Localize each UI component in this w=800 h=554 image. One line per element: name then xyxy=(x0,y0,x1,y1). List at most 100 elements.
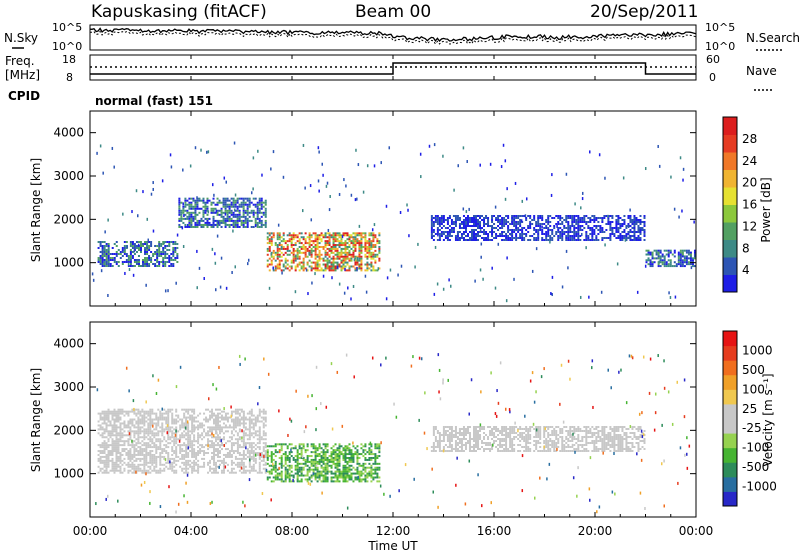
power-echo-cell xyxy=(472,217,475,219)
velocity-echo-cell xyxy=(232,461,235,464)
power-echo-cell xyxy=(541,219,544,221)
power-echo-cell xyxy=(240,201,243,204)
power-echo-cell xyxy=(115,261,118,263)
power-echo-cell xyxy=(356,259,359,262)
velocity-echo-cell xyxy=(266,470,269,473)
power-echo-cell xyxy=(479,235,482,237)
power-echo-cell xyxy=(316,269,319,272)
power-echo-cell xyxy=(470,237,473,239)
velocity-echo-cell xyxy=(213,450,216,453)
velocity-echo-cell xyxy=(107,414,110,417)
power-echo-cell xyxy=(679,249,682,252)
velocity-echo-cell xyxy=(306,455,309,458)
power-scatter-point xyxy=(234,265,237,269)
velocity-echo-cell xyxy=(213,426,216,429)
power-echo-cell xyxy=(304,240,307,243)
power-echo-cell xyxy=(99,251,102,253)
power-echo-cell xyxy=(334,269,337,272)
power-echo-cell xyxy=(162,263,165,265)
power-echo-cell xyxy=(643,221,646,223)
velocity-echo-cell xyxy=(105,457,108,460)
power-echo-cell xyxy=(687,251,690,254)
velocity-echo-cell xyxy=(238,430,241,433)
velocity-echo-cell xyxy=(153,418,156,421)
velocity-echo-cell xyxy=(304,474,307,477)
power-echo-cell xyxy=(322,257,325,260)
power-echo-cell xyxy=(611,229,614,231)
velocity-echo-cell xyxy=(193,438,196,441)
velocity-echo-cell xyxy=(236,420,239,423)
velocity-echo-cell xyxy=(256,418,259,421)
power-echo-cell xyxy=(539,227,542,229)
power-echo-cell xyxy=(125,241,128,243)
power-echo-cell xyxy=(372,253,375,256)
velocity-echo-cell xyxy=(195,463,198,466)
velocity-echo-cell xyxy=(324,451,327,454)
velocity-echo-cell xyxy=(155,446,158,449)
power-echo-cell xyxy=(358,249,361,252)
velocity-echo-cell xyxy=(364,478,367,481)
power-echo-cell xyxy=(250,225,253,228)
velocity-echo-cell xyxy=(183,422,186,425)
power-echo-cell xyxy=(137,249,140,251)
velocity-echo-cell xyxy=(113,444,116,447)
velocity-echo-cell xyxy=(338,462,341,465)
power-echo-cell xyxy=(113,253,116,255)
power-echo-cell xyxy=(537,235,540,237)
power-echo-cell xyxy=(230,203,233,206)
velocity-echo-cell xyxy=(248,444,251,447)
power-echo-cell xyxy=(270,263,273,266)
power-echo-cell xyxy=(547,231,550,233)
velocity-echo-cell xyxy=(238,465,241,468)
power-echo-cell xyxy=(284,247,287,250)
freq-right-tick-hi: 60 xyxy=(706,53,720,66)
power-echo-cell xyxy=(210,225,213,228)
power-echo-cell xyxy=(292,261,295,264)
velocity-echo-cell xyxy=(141,426,144,429)
velocity-echo-cell xyxy=(316,462,319,465)
velocity-echo-cell xyxy=(288,474,291,477)
power-echo-cell xyxy=(434,221,437,223)
power-echo-cell xyxy=(591,215,594,217)
power-scatter-point xyxy=(326,181,329,185)
power-echo-cell xyxy=(220,213,223,216)
velocity-echo-cell xyxy=(173,452,176,454)
velocity-echo-cell xyxy=(173,436,176,439)
velocity-echo-cell xyxy=(215,450,218,453)
power-echo-cell xyxy=(244,211,247,214)
power-echo-cell xyxy=(485,215,488,217)
power-echo-cell xyxy=(206,217,209,220)
velocity-echo-cell xyxy=(149,424,152,427)
velocity-echo-cell xyxy=(215,422,218,425)
power-echo-cell xyxy=(456,233,459,235)
power-echo-cell xyxy=(581,229,584,231)
power-echo-cell xyxy=(495,237,498,239)
velocity-echo-cell xyxy=(272,453,275,456)
power-echo-cell xyxy=(529,221,532,223)
power-echo-cell xyxy=(669,259,672,262)
velocity-echo-cell xyxy=(143,438,146,441)
power-echo-cell xyxy=(202,213,205,216)
power-echo-cell xyxy=(539,223,542,225)
power-echo-cell xyxy=(539,225,542,227)
velocity-echo-cell xyxy=(173,440,176,443)
power-echo-cell xyxy=(246,207,249,210)
velocity-echo-cell xyxy=(280,449,283,452)
power-echo-cell xyxy=(198,223,201,226)
velocity-echo-cell xyxy=(109,453,112,456)
velocity-echo-cell xyxy=(260,459,263,462)
velocity-echo-cell xyxy=(236,412,239,415)
velocity-echo-cell xyxy=(218,426,221,429)
velocity-echo-cell xyxy=(346,447,349,450)
power-echo-cell xyxy=(350,259,353,262)
power-echo-cell xyxy=(168,259,171,261)
power-echo-cell xyxy=(314,232,317,235)
power-echo-cell xyxy=(344,245,347,248)
power-echo-cell xyxy=(158,253,161,255)
velocity-echo-cell xyxy=(143,442,146,445)
power-scatter-point xyxy=(133,249,136,253)
power-echo-cell xyxy=(350,255,353,258)
power-scatter-point xyxy=(551,173,553,177)
velocity-echo-cell xyxy=(141,448,144,451)
velocity-echo-cell xyxy=(189,463,192,466)
